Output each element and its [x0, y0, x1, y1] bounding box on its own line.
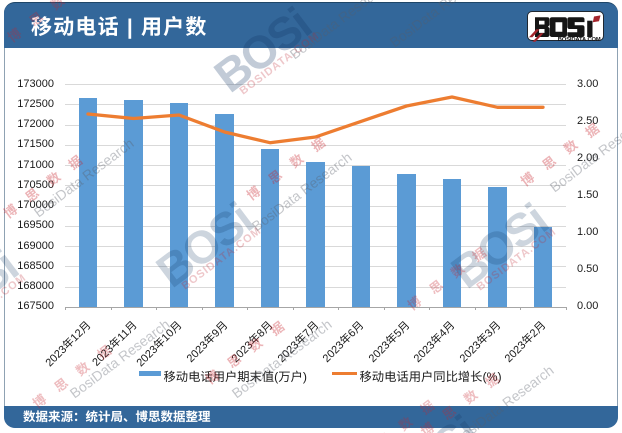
svg-text:BOSIDATA.COM: BOSIDATA.COM: [558, 37, 601, 43]
